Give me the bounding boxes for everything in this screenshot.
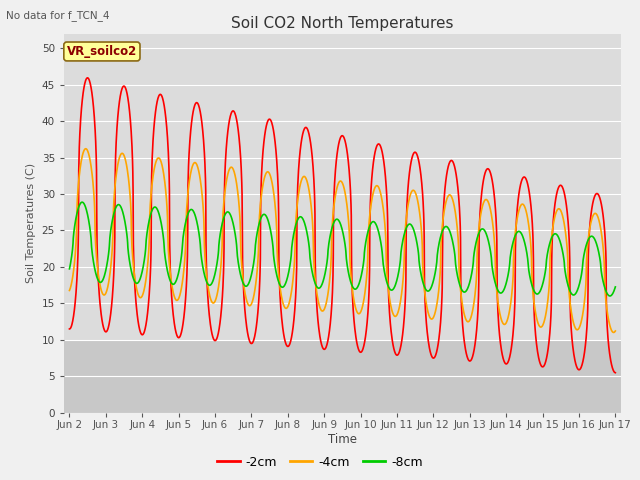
Legend: -2cm, -4cm, -8cm: -2cm, -4cm, -8cm <box>212 451 428 474</box>
Text: No data for f_TCN_4: No data for f_TCN_4 <box>6 10 110 21</box>
Text: VR_soilco2: VR_soilco2 <box>67 45 137 58</box>
Title: Soil CO2 North Temperatures: Soil CO2 North Temperatures <box>231 16 454 31</box>
Y-axis label: Soil Temperatures (C): Soil Temperatures (C) <box>26 163 36 283</box>
Bar <box>64 340 621 413</box>
X-axis label: Time: Time <box>328 432 357 445</box>
